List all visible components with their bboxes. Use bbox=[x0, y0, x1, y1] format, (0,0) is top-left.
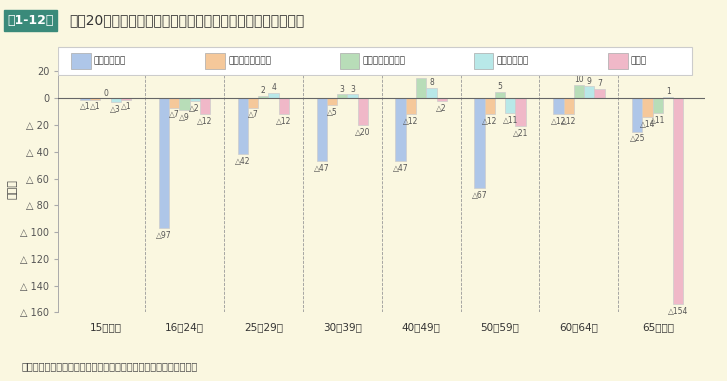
Bar bbox=[574, 85, 584, 98]
Text: △12: △12 bbox=[482, 117, 497, 126]
Text: △11: △11 bbox=[650, 116, 665, 125]
Text: △12: △12 bbox=[403, 117, 419, 126]
Bar bbox=[595, 89, 605, 98]
Text: 4: 4 bbox=[271, 83, 276, 92]
Bar bbox=[395, 98, 406, 161]
Bar bbox=[663, 97, 673, 98]
Text: 2: 2 bbox=[261, 86, 265, 95]
Bar bbox=[358, 98, 368, 125]
Bar bbox=[608, 53, 627, 69]
Bar bbox=[71, 53, 90, 69]
Text: 0: 0 bbox=[103, 88, 108, 98]
Bar bbox=[643, 98, 653, 117]
Bar bbox=[416, 78, 426, 98]
Bar bbox=[327, 98, 337, 105]
Bar bbox=[673, 98, 683, 304]
Text: 注　警察庁資料により作成。ただし、「その他」は省略している。: 注 警察庁資料により作成。ただし、「その他」は省略している。 bbox=[22, 362, 198, 371]
Text: △12: △12 bbox=[276, 117, 292, 126]
Bar bbox=[584, 86, 595, 98]
Bar bbox=[316, 98, 327, 161]
Bar bbox=[475, 98, 485, 188]
Text: △1: △1 bbox=[121, 102, 132, 111]
Text: 自動二輪車乗車中: 自動二輪車乗車中 bbox=[228, 56, 271, 66]
Text: △9: △9 bbox=[179, 113, 190, 122]
Bar bbox=[495, 91, 505, 98]
Bar bbox=[121, 98, 131, 99]
Text: △25: △25 bbox=[630, 134, 645, 143]
Text: △12: △12 bbox=[197, 117, 212, 126]
Bar bbox=[337, 94, 348, 98]
Text: 自転車乗用中: 自転車乗用中 bbox=[497, 56, 529, 66]
Text: 1: 1 bbox=[666, 87, 670, 96]
Bar bbox=[205, 53, 225, 69]
FancyBboxPatch shape bbox=[58, 47, 692, 75]
Text: 8: 8 bbox=[429, 78, 434, 87]
Text: 15: 15 bbox=[417, 69, 426, 77]
Text: △2: △2 bbox=[436, 104, 447, 113]
Text: 自動車乗車中: 自動車乗車中 bbox=[94, 56, 126, 66]
Bar bbox=[268, 93, 278, 98]
Text: △20: △20 bbox=[355, 128, 371, 137]
Text: 第1-12図: 第1-12図 bbox=[7, 14, 54, 27]
Bar bbox=[485, 98, 495, 114]
Text: 歩行中: 歩行中 bbox=[631, 56, 647, 66]
Text: △12: △12 bbox=[561, 117, 577, 126]
Text: 7: 7 bbox=[597, 79, 602, 88]
Text: △14: △14 bbox=[640, 120, 655, 129]
Bar bbox=[505, 98, 515, 113]
Text: △11: △11 bbox=[502, 116, 518, 125]
Bar bbox=[348, 94, 358, 98]
Text: △1: △1 bbox=[80, 102, 90, 111]
Text: △97: △97 bbox=[156, 231, 172, 240]
Bar bbox=[248, 98, 258, 107]
Bar bbox=[340, 53, 359, 69]
Bar bbox=[278, 98, 289, 114]
Text: 3: 3 bbox=[340, 85, 345, 94]
Text: 原付自転車乗車中: 原付自転車乗車中 bbox=[362, 56, 405, 66]
Text: △3: △3 bbox=[111, 105, 121, 114]
Bar bbox=[515, 98, 526, 126]
Bar bbox=[406, 98, 416, 114]
Text: △21: △21 bbox=[513, 129, 529, 138]
Text: △12: △12 bbox=[551, 117, 566, 126]
Text: 5: 5 bbox=[497, 82, 502, 91]
Text: △5: △5 bbox=[326, 107, 337, 117]
Y-axis label: （人）: （人） bbox=[7, 179, 17, 199]
Text: 3: 3 bbox=[350, 85, 355, 94]
Text: △7: △7 bbox=[248, 110, 258, 119]
Bar bbox=[553, 98, 563, 114]
Bar bbox=[190, 98, 200, 101]
Text: 平成20年中の状態別・年齢層別交通事故死者数（対前年比）: 平成20年中の状態別・年齢層別交通事故死者数（対前年比） bbox=[69, 14, 305, 27]
Bar bbox=[632, 98, 643, 132]
Bar bbox=[169, 98, 180, 107]
Bar bbox=[426, 88, 436, 98]
Bar bbox=[238, 98, 248, 154]
Bar bbox=[200, 98, 210, 114]
Bar bbox=[258, 96, 268, 98]
Text: 9: 9 bbox=[587, 77, 592, 85]
Bar bbox=[436, 98, 447, 101]
Text: △67: △67 bbox=[472, 190, 487, 200]
Bar bbox=[653, 98, 663, 113]
Bar bbox=[563, 98, 574, 114]
Bar bbox=[474, 53, 494, 69]
Text: △1: △1 bbox=[90, 102, 100, 111]
Bar bbox=[180, 98, 190, 110]
Bar bbox=[90, 98, 100, 99]
Text: △47: △47 bbox=[314, 164, 329, 173]
Text: △42: △42 bbox=[235, 157, 251, 166]
Text: △47: △47 bbox=[393, 164, 409, 173]
Text: 10: 10 bbox=[574, 75, 584, 84]
Text: △7: △7 bbox=[169, 110, 180, 119]
Bar bbox=[158, 98, 169, 228]
Bar bbox=[111, 98, 121, 102]
Text: △154: △154 bbox=[668, 307, 688, 316]
Text: △2: △2 bbox=[189, 104, 200, 113]
Bar bbox=[80, 98, 90, 99]
